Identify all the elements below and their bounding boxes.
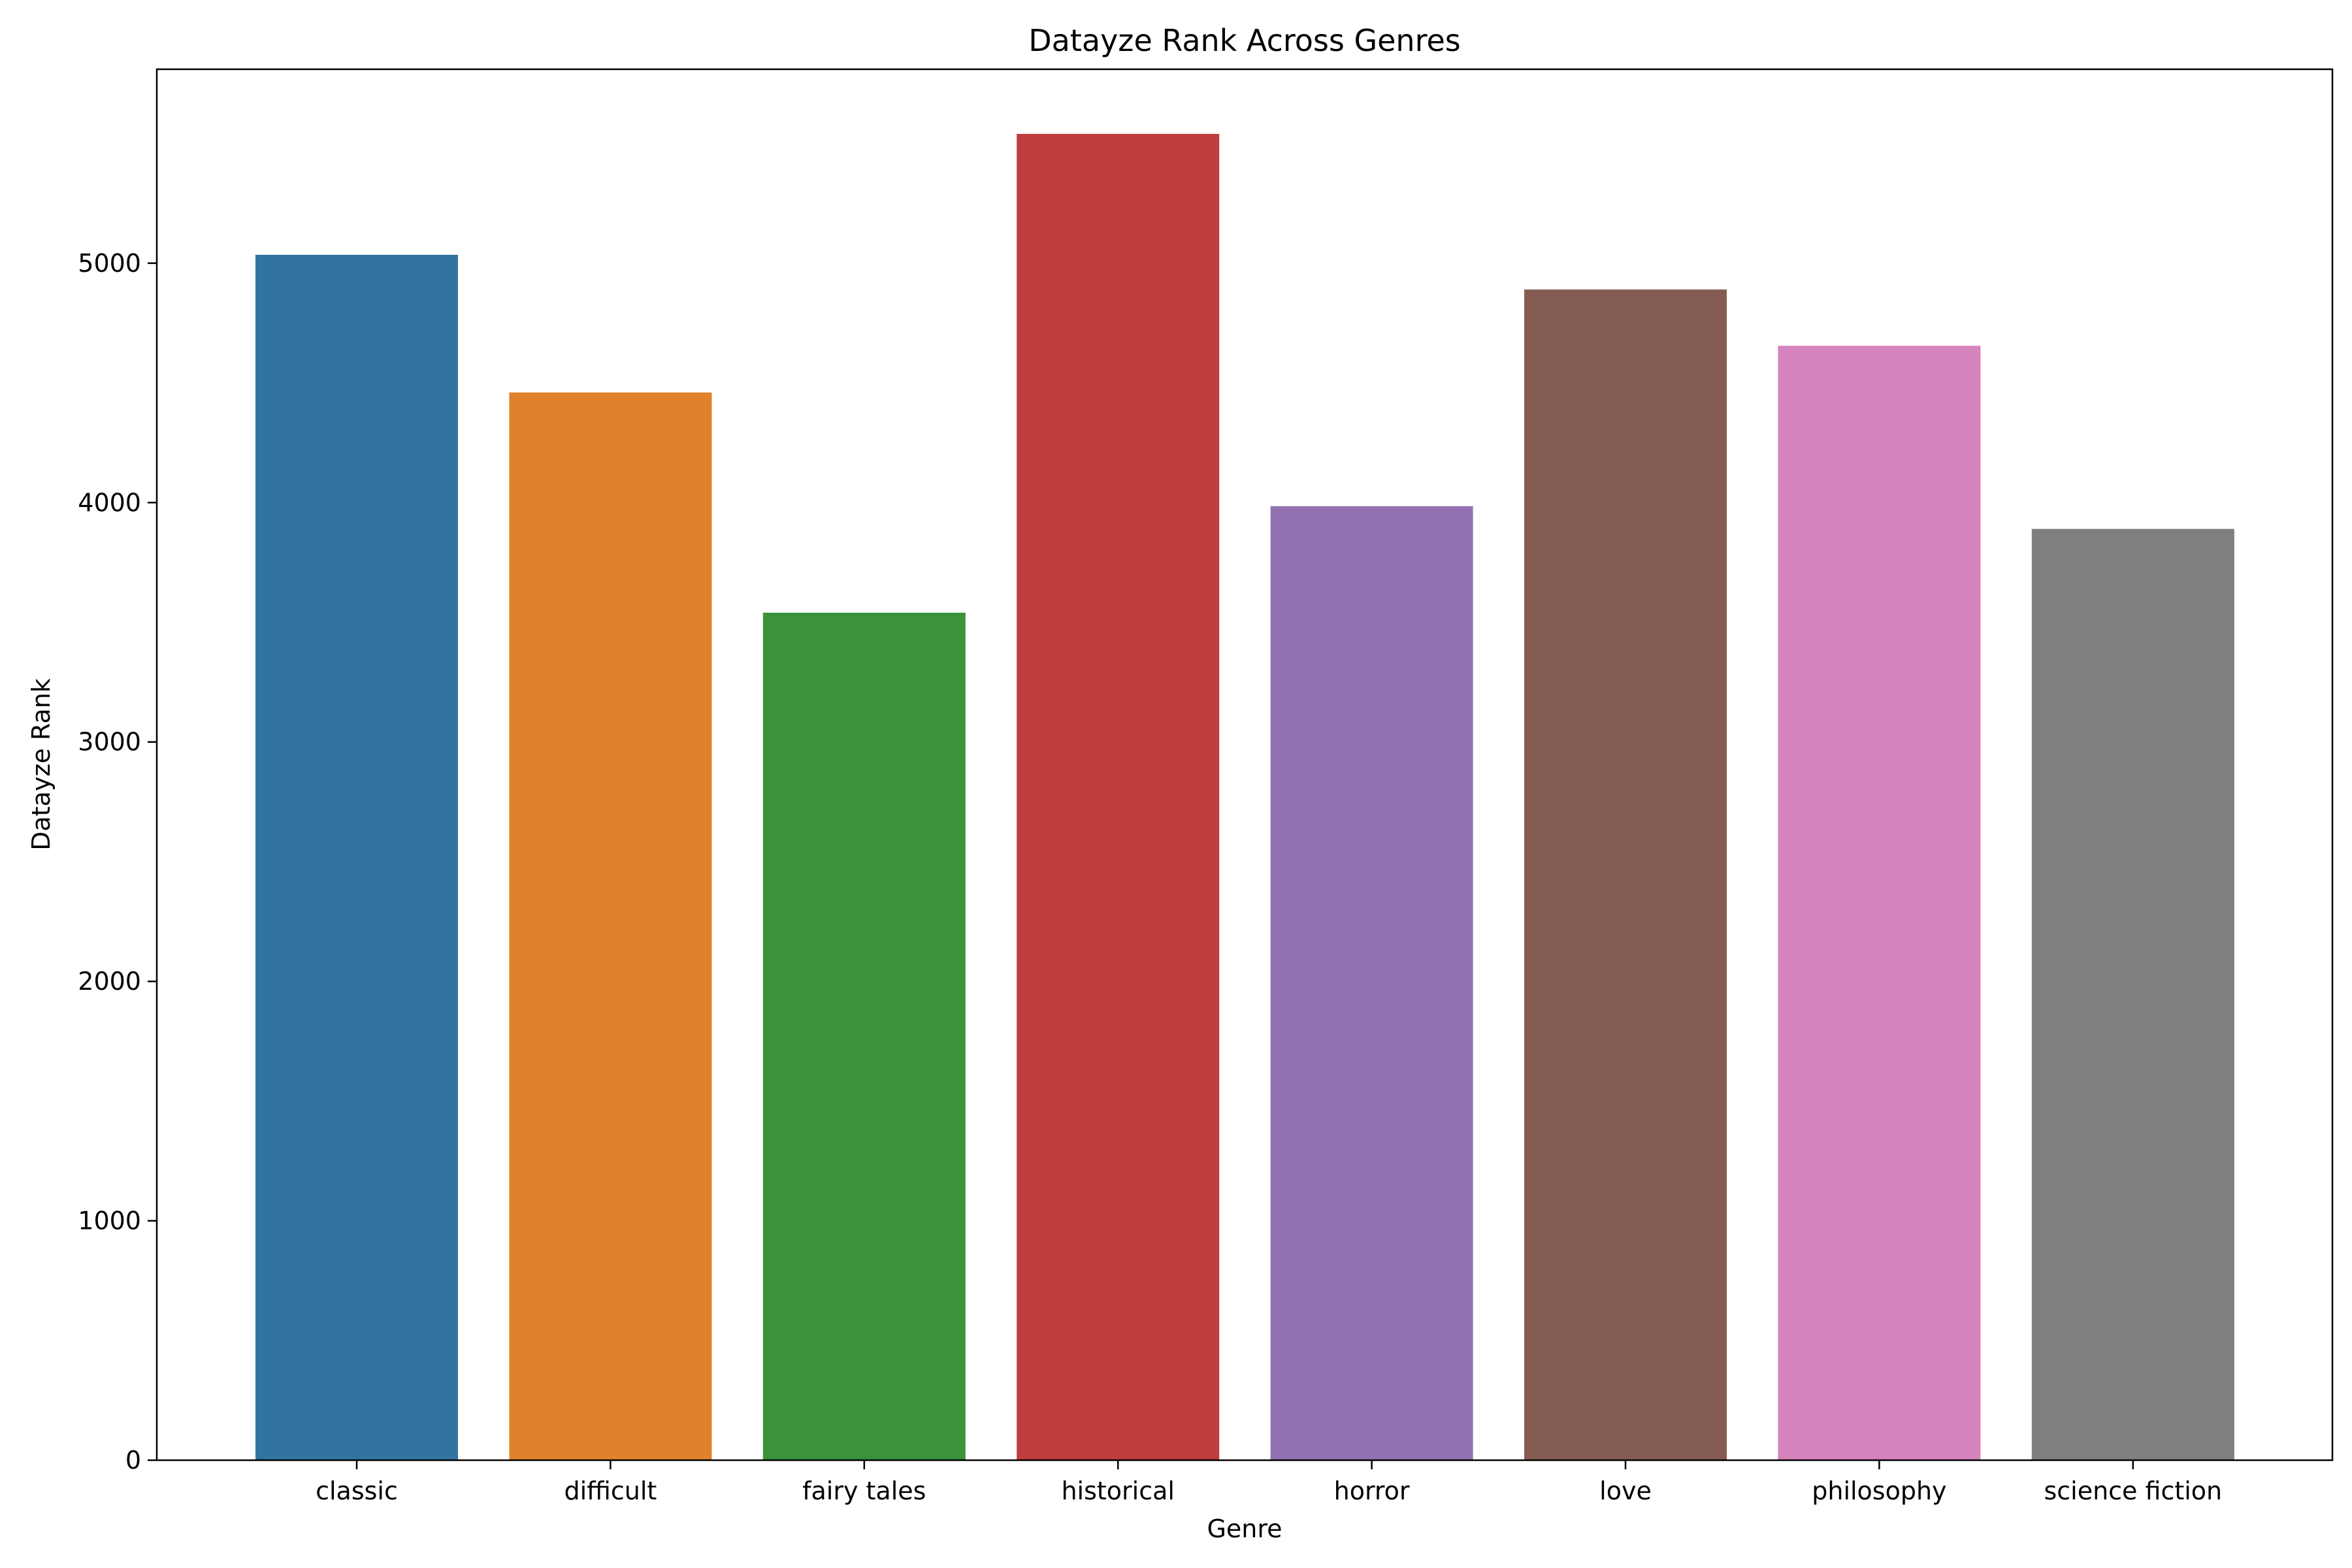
y-tick-label: 3000 [78,728,141,757]
chart-title: Datayze Rank Across Genres [1028,23,1461,58]
y-tick-label: 0 [125,1446,141,1475]
x-tick-label: difficult [564,1477,657,1505]
x-tick-label: philosophy [1812,1477,1946,1505]
x-tick-label: horror [1334,1477,1410,1505]
y-tick-label: 2000 [78,967,141,996]
y-tick-label: 1000 [78,1207,141,1235]
y-tick-label: 4000 [78,488,141,517]
bars-group [255,133,2234,1461]
x-axis-ticks: classic difficult fairy tales historical hor… [316,1460,2222,1505]
bar-historical [1017,133,1220,1461]
bar-fairy-tales [762,612,966,1460]
bar-difficult [509,392,712,1460]
x-tick-label: classic [316,1477,398,1505]
plot-frame [155,68,2334,1462]
bar-science-fiction [2031,529,2234,1461]
y-axis-label: Datayze Rank [27,678,56,851]
x-axis-label: Genre [1207,1514,1282,1543]
y-axis-ticks: 0 1000 2000 3000 4000 5000 [78,249,157,1475]
x-tick-label: historical [1061,1477,1175,1505]
x-tick-label: love [1599,1477,1652,1505]
x-tick-label: fairy tales [802,1477,926,1505]
x-tick-label: science fiction [2044,1477,2222,1505]
bar-horror [1270,506,1473,1461]
y-tick-label: 5000 [78,249,141,278]
bar-classic [255,254,458,1461]
bar-love [1524,289,1727,1460]
bar-philosophy [1778,346,1981,1461]
